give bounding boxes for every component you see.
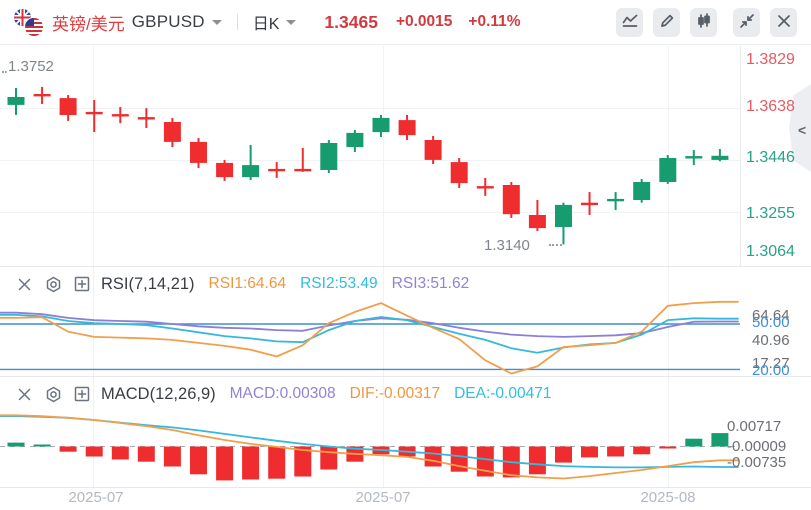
rsi-axis-mid: 40.96: [752, 332, 790, 349]
macd-readout: MACD:0.00308: [229, 385, 336, 402]
draw-tools-button[interactable]: [653, 7, 680, 37]
pencil-icon: [659, 13, 675, 32]
macd-title: MACD(12,26,9): [101, 384, 216, 403]
price-axis-label: 1.3638: [746, 98, 795, 115]
rsi-expand-icon[interactable]: [72, 274, 92, 294]
rsi-axis-min: 17.27: [752, 355, 790, 372]
macd-panel-header: MACD(12,26,9) MACD:0.00308 DIF:-0.00317 …: [14, 380, 565, 408]
close-chart-button[interactable]: [770, 7, 797, 37]
close-icon: [776, 13, 792, 32]
rsi2-readout: RSI2:53.49: [300, 275, 378, 292]
macd-axis-min: -0.00735: [727, 454, 787, 471]
macd-close-icon[interactable]: [14, 384, 34, 404]
topbar: 英镑/美元 GBPUSD 日K 1.3465 +0.0015 +0.11%: [0, 0, 811, 45]
rsi1-readout: RSI1:64.64: [208, 275, 287, 292]
rsi-axis-max: 64.64: [752, 307, 790, 324]
chevron-left-icon[interactable]: <: [798, 122, 807, 138]
macd-axis-mid: -0.00009: [727, 438, 787, 455]
rsi-close-icon[interactable]: [14, 274, 34, 294]
rsi-level-50: 50.00: [752, 314, 790, 331]
rsi-title: RSI(7,14,21): [101, 274, 195, 293]
price-axis-label: 1.3255: [746, 205, 795, 222]
last-price: 1.3465: [324, 11, 378, 32]
macd-expand-icon[interactable]: [72, 384, 92, 404]
chart-toolbar: [606, 7, 797, 37]
timeframe-selector[interactable]: 日K: [252, 16, 280, 33]
line-chart-icon: [622, 13, 638, 32]
pair-name-cn: 英镑/美元: [52, 14, 125, 34]
low-leader-dots: [549, 244, 562, 246]
currency-pair-flag-icon: [14, 8, 44, 37]
period-high-annotation: 1.3752: [8, 58, 54, 75]
candlestick-view-button[interactable]: [690, 7, 717, 37]
price-axis-label: 1.3064: [746, 243, 795, 260]
rsi-level-20: 20.00: [752, 362, 790, 379]
collapse-icon: [739, 13, 755, 32]
x-axis-label: 2025-08: [640, 489, 696, 506]
rsi-panel-header: RSI(7,14,21) RSI1:64.64 RSI2:53.49 RSI3:…: [14, 270, 483, 298]
high-leader-dots: [2, 71, 7, 73]
candlestick-icon: [696, 12, 712, 32]
dea-readout: DEA:-0.00471: [454, 385, 552, 402]
rsi-settings-icon[interactable]: [43, 274, 63, 294]
collapse-chart-button[interactable]: [733, 7, 760, 37]
price-change: +0.0015: [395, 13, 453, 30]
usd-flag-icon: [24, 17, 44, 37]
line-chart-button[interactable]: [616, 7, 643, 37]
dif-readout: DIF:-0.00317: [349, 385, 441, 402]
period-low-annotation: 1.3140: [484, 237, 530, 254]
divider: [236, 14, 238, 30]
macd-axis-max: 0.00717: [727, 418, 782, 435]
x-axis-label: 2025-07: [355, 489, 411, 506]
price-change-percent: +0.11%: [468, 13, 521, 30]
rsi3-readout: RSI3:51.62: [391, 275, 470, 292]
timeframe-dropdown-caret-icon[interactable]: [286, 19, 297, 25]
price-axis-label: 1.3446: [746, 149, 795, 166]
axis-collapse-tab[interactable]: [789, 84, 811, 172]
pair-dropdown-caret-icon[interactable]: [211, 19, 222, 25]
price-axis-label: 1.3829: [746, 51, 795, 68]
x-axis-label: 2025-07: [68, 489, 124, 506]
pair-code: GBPUSD: [131, 12, 205, 31]
macd-settings-icon[interactable]: [43, 384, 63, 404]
